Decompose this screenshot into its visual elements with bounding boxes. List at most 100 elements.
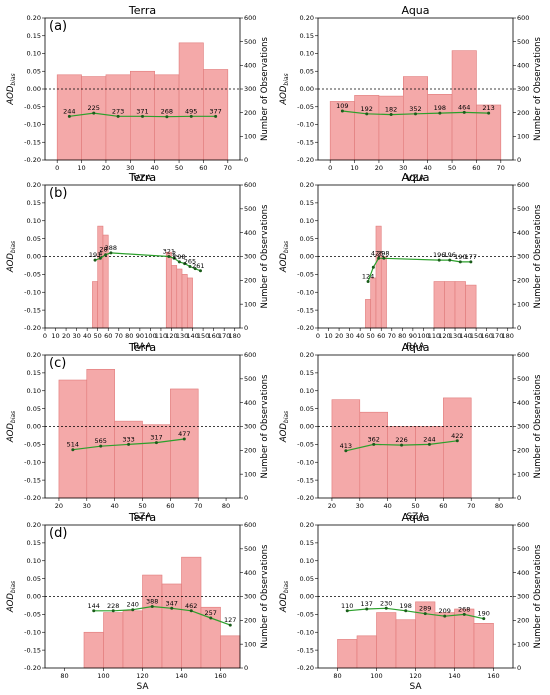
count-label: 426 <box>371 249 383 257</box>
count-label: 477 <box>178 430 190 438</box>
bar <box>444 281 456 329</box>
bar <box>114 420 143 499</box>
mean-bias-point <box>104 253 108 257</box>
y2-tick-label: 400 <box>244 399 256 407</box>
mean-bias-point <box>183 262 187 266</box>
y2-axis-label: Number of Observations <box>260 204 270 309</box>
bar <box>170 388 199 499</box>
panel-title: Terra <box>128 341 156 354</box>
x-tick-label: 140 <box>186 332 198 340</box>
count-label: 137 <box>361 600 373 608</box>
y-tick-label: 0.00 <box>300 253 314 261</box>
bar <box>186 277 193 329</box>
y-tick-label: 0.20 <box>300 14 314 22</box>
y-axis-label: AODbias <box>6 73 17 105</box>
mean-bias-point <box>345 609 349 613</box>
y2-tick-label: 400 <box>244 569 256 577</box>
mean-bias-point <box>228 623 232 627</box>
x-tick-label: 30 <box>399 164 407 172</box>
bar <box>433 281 445 329</box>
x-tick-label: 40 <box>151 164 159 172</box>
mean-bias-point <box>131 608 135 612</box>
y2-tick-label: 200 <box>244 617 256 625</box>
x-tick-label: 130 <box>176 332 188 340</box>
y-tick-label: 0.15 <box>300 539 314 547</box>
y-tick-label: 0.20 <box>300 181 314 189</box>
y-tick-label: 0.10 <box>27 50 41 58</box>
x-tick-label: 130 <box>449 332 461 340</box>
bar <box>354 95 380 161</box>
y-tick-label: -0.20 <box>24 494 41 502</box>
y-tick-label: -0.05 <box>297 441 314 449</box>
count-label: 2 <box>172 249 176 257</box>
y2-tick-label: 300 <box>244 593 256 601</box>
bar <box>181 556 202 669</box>
y2-tick-label: 300 <box>244 423 256 431</box>
count-label: 225 <box>88 104 100 112</box>
bar <box>443 397 472 499</box>
mean-bias-point <box>189 609 193 613</box>
x-tick-label: 140 <box>175 672 187 680</box>
y-tick-label: -0.20 <box>24 664 41 672</box>
y2-tick-label: 500 <box>244 205 256 213</box>
y-tick-label: -0.15 <box>24 476 41 484</box>
bar <box>337 639 358 669</box>
panel-letter: (d) <box>49 526 67 541</box>
x-tick-label: 70 <box>115 332 123 340</box>
bar <box>370 277 377 329</box>
bar <box>378 95 404 161</box>
bar <box>380 256 387 329</box>
y-tick-label: 0.00 <box>300 423 314 431</box>
mean-bias-point <box>427 442 431 446</box>
mean-bias-point <box>469 260 473 264</box>
x-tick-label: 30 <box>356 502 364 510</box>
bar <box>395 619 416 669</box>
bar <box>375 225 382 329</box>
x-tick-label: 90 <box>409 332 417 340</box>
y-tick-label: 0.05 <box>300 405 314 413</box>
y2-tick-label: 600 <box>517 181 529 189</box>
y-tick-label: 0.15 <box>27 32 41 40</box>
y-tick-label: 0.10 <box>300 217 314 225</box>
y2-tick-label: 100 <box>517 640 529 648</box>
mean-bias-point <box>365 607 369 611</box>
bar <box>83 631 104 669</box>
count-label: 388 <box>105 244 117 252</box>
y2-axis-label: Number of Observations <box>260 544 270 649</box>
y2-axis-label: Number of Observations <box>533 36 543 141</box>
y-tick-label: 0.20 <box>300 351 314 359</box>
count-label: 464 <box>458 103 470 111</box>
x-tick-label: 20 <box>375 164 383 172</box>
count-label: 190 <box>454 253 466 261</box>
panel-title: Aqua <box>401 4 429 17</box>
count-label: 261 <box>192 262 204 270</box>
x-tick-label: 50 <box>367 332 375 340</box>
x-tick-label: 100 <box>144 332 156 340</box>
mean-bias-point <box>458 260 462 264</box>
y2-tick-label: 600 <box>517 521 529 529</box>
y2-tick-label: 600 <box>517 14 529 22</box>
x-tick-label: 70 <box>194 502 202 510</box>
y-tick-label: -0.20 <box>297 664 314 672</box>
y2-tick-label: 400 <box>517 399 529 407</box>
x-tick-label: 20 <box>102 164 110 172</box>
x-tick-label: 30 <box>72 332 80 340</box>
count-label: 495 <box>185 107 197 115</box>
bar <box>97 225 104 329</box>
y-tick-label: 0.10 <box>27 217 41 225</box>
y-axis-label: AODbias <box>279 581 290 613</box>
x-tick-label: 30 <box>345 332 353 340</box>
y2-tick-label: 200 <box>244 277 256 285</box>
x-tick-label: 60 <box>472 164 480 172</box>
bar <box>473 623 494 669</box>
y-tick-label: 0.00 <box>27 85 41 93</box>
y2-tick-label: 400 <box>517 569 529 577</box>
y2-tick-label: 100 <box>244 300 256 308</box>
count-label: 333 <box>122 435 134 443</box>
count-label: 422 <box>451 432 463 440</box>
mean-bias-point <box>462 110 466 114</box>
x-tick-label: 160 <box>207 332 219 340</box>
mean-bias-point <box>344 449 348 453</box>
x-tick-label: 70 <box>388 332 396 340</box>
